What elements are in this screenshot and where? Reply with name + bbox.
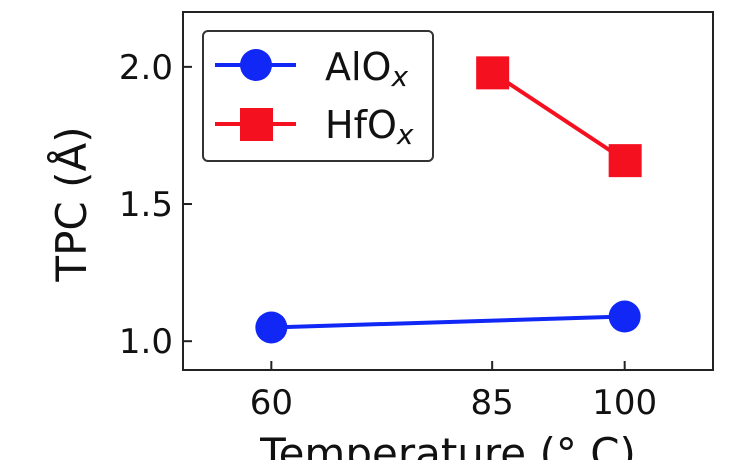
y-tick-label: 1.5 bbox=[119, 185, 173, 225]
y-tick-label: 2.0 bbox=[119, 48, 173, 88]
y-axis-label: TPC (Å) bbox=[46, 126, 96, 282]
data-point-hfox bbox=[476, 56, 510, 90]
legend-label-hfox: HfOx bbox=[325, 103, 414, 151]
x-tick-label: 100 bbox=[592, 383, 657, 423]
series-line-alox bbox=[271, 314, 625, 330]
data-point-alox bbox=[608, 300, 641, 333]
data-point-hfox bbox=[608, 144, 642, 178]
series-line-hfox bbox=[491, 70, 626, 162]
plot-frame bbox=[182, 11, 714, 371]
legend-marker-hfox bbox=[240, 108, 273, 141]
plot-marks bbox=[255, 56, 642, 344]
legend: AlOx HfOx bbox=[202, 30, 434, 162]
x-axis-label: Temperature (° C) bbox=[259, 429, 636, 460]
y-tick-label: 1.0 bbox=[119, 322, 173, 362]
legend-marker-alox bbox=[240, 49, 272, 81]
axis-ticks: 60 85 100 1.0 1.5 2.0 bbox=[119, 48, 657, 423]
x-tick-label: 85 bbox=[471, 383, 514, 423]
x-tick-label: 60 bbox=[250, 383, 293, 423]
data-point-alox bbox=[255, 311, 288, 344]
legend-label-alox: AlOx bbox=[325, 45, 408, 93]
